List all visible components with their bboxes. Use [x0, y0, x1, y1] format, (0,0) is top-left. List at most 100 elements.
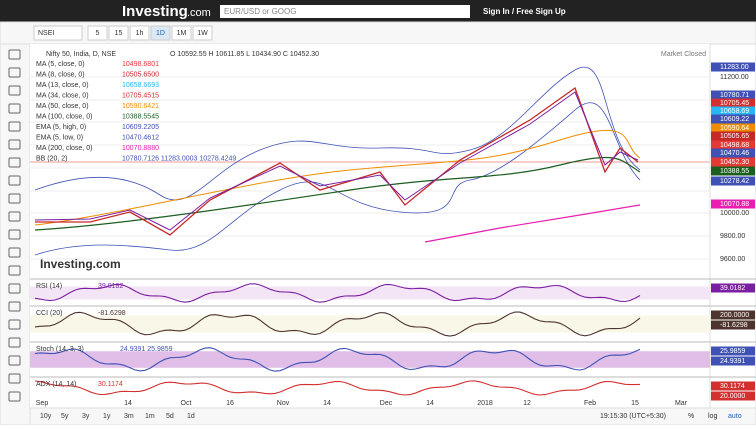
tool-icon[interactable] — [8, 319, 21, 330]
pane-band — [30, 286, 710, 300]
x-axis-label: Nov — [277, 400, 290, 407]
study-value: 10780.7126 11283.0003 10278.4249 — [122, 155, 236, 162]
range-button[interactable]: 10y — [40, 413, 52, 420]
tool-icon[interactable] — [8, 67, 21, 78]
interval-button[interactable] — [129, 25, 150, 41]
study-value: 10070.8880 — [122, 145, 159, 152]
range-button[interactable]: 1m — [145, 413, 155, 420]
logo[interactable]: Investing — [122, 3, 188, 20]
price-tag — [711, 90, 755, 100]
range-button[interactable]: 3y — [82, 413, 90, 420]
tool-icon[interactable] — [8, 265, 21, 276]
indicator-name: ADX (14, 14) — [36, 381, 76, 388]
range-button[interactable]: 1d — [187, 413, 195, 420]
range-button[interactable]: 1y — [103, 413, 111, 420]
indicator-axis-label: 200.0000 — [720, 312, 749, 319]
tool-icon[interactable] — [8, 283, 21, 294]
x-axis-label: 14 — [323, 400, 331, 407]
price-label: 10658.69 — [720, 108, 749, 115]
legend-title: Nifty 50, India, D, NSE — [46, 51, 116, 58]
price-label: 11200.00 — [720, 74, 749, 81]
interval-button[interactable] — [192, 25, 213, 41]
search-box[interactable] — [220, 5, 470, 18]
range-button[interactable]: 3m — [124, 413, 134, 420]
tool-icon[interactable] — [8, 103, 21, 114]
price-label: 11283.00 — [720, 64, 749, 71]
interval-button[interactable] — [87, 25, 108, 41]
tool-icon[interactable] — [8, 85, 21, 96]
price-label: 10705.45 — [720, 100, 749, 107]
scale-option[interactable]: auto — [728, 413, 742, 420]
logo-suffix: .com — [187, 7, 211, 19]
price-tag — [711, 199, 755, 209]
tool-icon[interactable] — [8, 193, 21, 204]
tool-icon[interactable] — [8, 121, 21, 132]
interval-button[interactable] — [108, 25, 129, 41]
tool-icon[interactable] — [8, 157, 21, 168]
interval-button[interactable] — [150, 25, 171, 41]
indicator-value: -81.6298 — [98, 310, 126, 317]
interval-label: 1W — [197, 30, 208, 37]
x-axis-label: 15 — [631, 400, 639, 407]
study-name: EMA (5, low, 0) — [36, 134, 83, 141]
tool-icon[interactable] — [8, 247, 21, 258]
study-name: MA (13, close, 0) — [36, 82, 89, 89]
x-axis-label: Dec — [380, 400, 393, 407]
indicator-tag — [711, 320, 755, 330]
x-axis-label: 2018 — [477, 400, 493, 407]
scale-option[interactable]: log — [708, 413, 717, 420]
pane-band — [30, 351, 710, 368]
price-label: 10000.00 — [720, 210, 749, 217]
x-axis-label: 16 — [226, 400, 234, 407]
x-axis-label: Oct — [181, 400, 192, 407]
tool-icon[interactable] — [8, 337, 21, 348]
indicator-axis-label: -81.6298 — [720, 322, 748, 329]
study-value: 10705.4515 — [122, 92, 159, 99]
study-name: MA (100, close, 0) — [36, 113, 92, 120]
study-name: MA (50, close, 0) — [36, 103, 89, 110]
range-button[interactable]: 5d — [166, 413, 174, 420]
price-label: 10590.64 — [720, 125, 749, 132]
study-name: MA (8, close, 0) — [36, 71, 85, 78]
study-value: 10658.6693 — [122, 82, 159, 89]
indicator-line — [34, 283, 641, 303]
indicator-name: CCI (20) — [36, 310, 62, 317]
indicator-axis-label: 30.1174 — [720, 383, 745, 390]
interval-button[interactable] — [171, 25, 192, 41]
symbol-box[interactable] — [33, 25, 83, 41]
price-label: 10470.46 — [720, 150, 749, 157]
price-label: 10505.65 — [720, 133, 749, 140]
price-tag — [711, 114, 755, 124]
price-tag — [711, 140, 755, 150]
symbol: NSEI — [38, 30, 54, 37]
search-placeholder: EUR/USD or GOOG — [224, 7, 296, 16]
indicator-tag — [711, 283, 755, 293]
price-tag — [711, 62, 755, 72]
tool-icon[interactable] — [8, 229, 21, 240]
interval-label: 5 — [96, 30, 100, 37]
study-value: 10609.2205 — [122, 124, 159, 131]
study-name: MA (5, close, 0) — [36, 61, 85, 68]
price-tag — [711, 166, 755, 176]
study-value: 10498.6801 — [122, 61, 159, 68]
study-value: 10590.6421 — [122, 103, 159, 110]
tool-icon[interactable] — [8, 49, 21, 60]
price-label: 10498.68 — [720, 142, 749, 149]
tool-icon[interactable] — [8, 175, 21, 186]
indicator-axis-label: 24.9391 — [720, 358, 745, 365]
tool-icon[interactable] — [8, 355, 21, 366]
tool-icon[interactable] — [8, 139, 21, 150]
study-value: 10470.4612 — [122, 134, 159, 141]
interval-label: 1D — [156, 30, 165, 37]
sign-in[interactable]: Sign In / Free Sign Up — [483, 7, 566, 16]
tool-icon[interactable] — [8, 373, 21, 384]
range-button[interactable]: 5y — [61, 413, 69, 420]
price-tag — [711, 98, 755, 108]
left-sidebar — [0, 43, 31, 426]
tool-icon[interactable] — [8, 391, 21, 402]
interval-label: 15 — [115, 30, 123, 37]
tool-icon[interactable] — [8, 301, 21, 312]
tool-icon[interactable] — [8, 211, 21, 222]
x-axis-label: Mar — [675, 400, 688, 407]
scale-option[interactable]: % — [688, 413, 694, 420]
